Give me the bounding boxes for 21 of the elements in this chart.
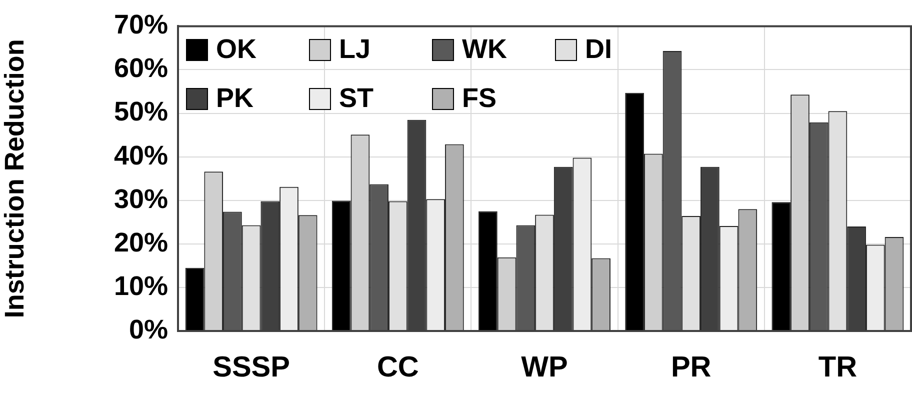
y-axis-title: Instruction Reduction: [0, 39, 30, 318]
legend-label: PK: [216, 83, 254, 114]
x-tick-label: SSSP: [212, 351, 290, 384]
x-tick-label: PR: [670, 351, 712, 384]
y-tick-label: 20%: [114, 227, 168, 258]
y-tick-label: 0%: [128, 314, 168, 344]
y-tick-label: 60%: [114, 53, 168, 84]
y-tick-label: 50%: [114, 96, 168, 127]
y-tick-label: 70%: [114, 10, 168, 40]
x-tick-label: TR: [818, 351, 858, 384]
legend-label: ST: [339, 83, 374, 114]
legend-label: FS: [462, 83, 497, 114]
x-tick-label: CC: [376, 351, 419, 384]
legend-label: OK: [216, 34, 256, 65]
y-tick-label: 30%: [114, 184, 168, 214]
legend-label: DI: [585, 34, 612, 65]
x-tick-label: WP: [521, 351, 568, 384]
y-tick-label: 40%: [114, 140, 168, 170]
legend-label: LJ: [339, 34, 371, 65]
y-tick-label: 10%: [114, 270, 168, 301]
legend-label: WK: [462, 34, 507, 65]
